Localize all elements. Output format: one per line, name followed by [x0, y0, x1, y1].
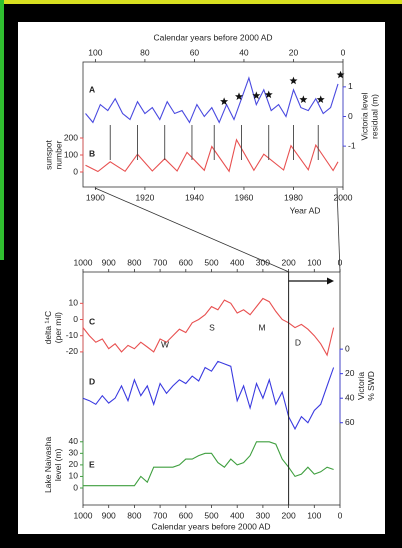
top-tick-label: 0 [341, 47, 346, 57]
y-axis-label: delta ¹⁴C [43, 311, 53, 344]
panel-letter: C [89, 316, 95, 326]
y-tick-label: 0 [73, 482, 78, 492]
y-tick-label: 0 [345, 343, 350, 353]
y-tick-label: 100 [64, 149, 78, 159]
frame-edge [0, 0, 402, 4]
panel-letter: E [89, 459, 95, 469]
x-tick-label: 500 [204, 510, 218, 520]
x-tick-label: 1000 [74, 257, 93, 267]
top-tick-label: 80 [140, 47, 150, 57]
x-tick-label: 400 [230, 257, 244, 267]
top-tick-label: 100 [88, 47, 102, 57]
x-tick-label: 500 [204, 257, 218, 267]
top-tick-label: 60 [190, 47, 200, 57]
series-line [82, 297, 335, 357]
y-tick-label: 0 [348, 111, 353, 121]
top-tick-label: 20 [289, 47, 299, 57]
x-axis-label: Calendar years before 2000 AD [151, 521, 270, 531]
arrow-head [327, 277, 334, 285]
period-label: S [209, 322, 215, 332]
x-tick-label: 200 [282, 257, 296, 267]
x-tick-label: 1900 [86, 192, 105, 202]
series-line [82, 360, 335, 431]
x-tick-label: 2000 [334, 192, 353, 202]
star [252, 91, 261, 99]
period-label: W [161, 339, 169, 349]
period-label: M [258, 322, 265, 332]
panel-letter: D [89, 376, 95, 386]
x-tick-label: 700 [153, 510, 167, 520]
y-axis-label: level (m) [53, 448, 63, 481]
y-tick-label: 30 [69, 448, 79, 458]
x-tick-label: 700 [153, 257, 167, 267]
y-tick-label: -1 [348, 140, 356, 150]
y-tick-label: 40 [69, 436, 79, 446]
star [289, 76, 298, 85]
panel-letter: A [89, 84, 95, 94]
y-tick-label: 0 [73, 314, 78, 324]
period-label: D [295, 337, 301, 347]
y-axis-label: (per mil) [53, 312, 63, 343]
y-tick-label: 40 [345, 392, 355, 402]
x-tick-label: 400 [230, 510, 244, 520]
zoom-line [336, 187, 341, 273]
star [220, 97, 229, 105]
top-tick-label: 40 [239, 47, 249, 57]
y-tick-label: -10 [66, 330, 79, 340]
y-tick-label: 1 [348, 81, 353, 91]
y-axis-label: number [53, 140, 63, 169]
y-tick-label: 0 [73, 166, 78, 176]
series-line [85, 76, 339, 124]
top-axis-label: Calendar years before 2000 AD [153, 32, 272, 42]
x-tick-label: 600 [179, 510, 193, 520]
star [299, 95, 308, 103]
x-tick-label: 1000 [74, 510, 93, 520]
series-line [83, 441, 334, 487]
x-tick-label: 1940 [185, 192, 204, 202]
y-tick-label: -20 [66, 346, 79, 356]
x-tick-label: 100 [307, 257, 321, 267]
panel-letter: B [89, 148, 95, 158]
y-tick-label: 20 [69, 459, 79, 469]
y-axis-label: Lake Naivasha [43, 437, 53, 494]
x-tick-label: 800 [127, 510, 141, 520]
x-tick-label: 0 [338, 257, 343, 267]
x-tick-label: 200 [282, 510, 296, 520]
panel-background [18, 22, 385, 534]
star [235, 92, 243, 100]
y-tick-label: 200 [64, 132, 78, 142]
x-axis-label: Year AD [290, 205, 321, 215]
zoom-line [94, 187, 290, 273]
frame-edge [0, 0, 4, 260]
x-tick-label: 300 [256, 510, 270, 520]
y-tick-label: 10 [69, 471, 79, 481]
x-tick-label: 900 [102, 257, 116, 267]
x-tick-label: 800 [127, 257, 141, 267]
y-axis-label: sunspot [43, 139, 53, 169]
y-axis-label: residual (m) [369, 94, 379, 139]
star [264, 90, 273, 99]
y-axis-label: Victoria [356, 372, 366, 400]
x-tick-label: 300 [256, 257, 270, 267]
x-tick-label: 1980 [284, 192, 303, 202]
x-tick-label: 0 [338, 510, 343, 520]
y-axis-label: Victoria level [359, 92, 369, 140]
x-tick-label: 600 [179, 257, 193, 267]
series-line [85, 138, 339, 173]
star [336, 70, 345, 79]
y-tick-label: 20 [345, 368, 355, 378]
star [316, 95, 325, 103]
y-tick-label: 10 [69, 298, 79, 308]
x-tick-label: 1960 [234, 192, 253, 202]
y-tick-label: 60 [345, 417, 355, 427]
x-tick-label: 900 [102, 510, 116, 520]
y-axis-label: % SWD [366, 371, 376, 401]
x-tick-label: 1920 [135, 192, 154, 202]
x-tick-label: 100 [307, 510, 321, 520]
